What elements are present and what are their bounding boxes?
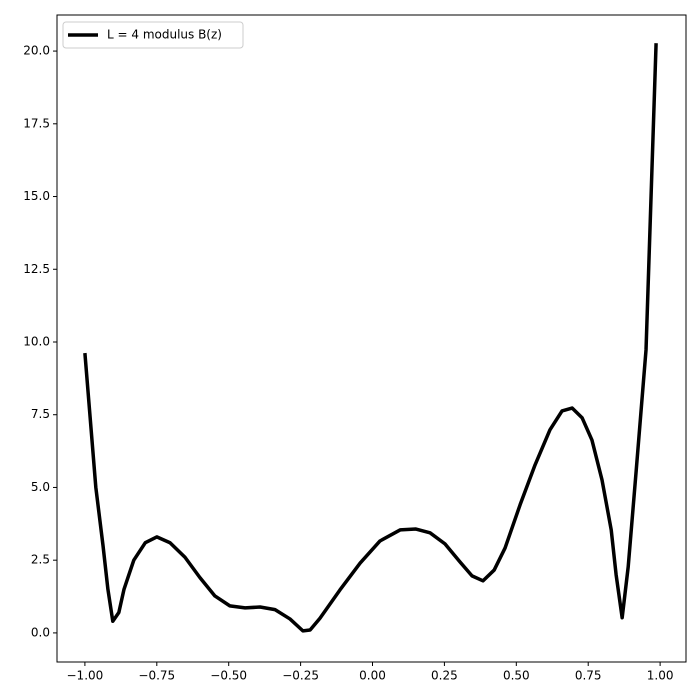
x-tick-label: 0.75: [575, 669, 602, 683]
x-tick-label: −0.50: [210, 669, 247, 683]
y-tick-label: 17.5: [23, 116, 50, 130]
legend-label: L = 4 modulus B(z): [107, 28, 222, 42]
x-tick-label: 0.50: [503, 669, 530, 683]
x-tick-label: 1.00: [647, 669, 674, 683]
y-tick-label: 7.5: [31, 407, 50, 421]
series-line: [83, 43, 658, 633]
y-tick-label: 5.0: [31, 480, 50, 494]
y-tick-label: 12.5: [23, 262, 50, 276]
y-tick-label: 15.0: [23, 189, 50, 203]
plot-frame: [56, 14, 687, 663]
x-tick-label: −1.00: [67, 669, 104, 683]
x-tick-label: 0.00: [359, 669, 386, 683]
y-tick-label: 2.5: [31, 553, 50, 567]
x-tick-label: −0.75: [138, 669, 175, 683]
legend-box: [62, 21, 244, 49]
y-tick-label: 20.0: [23, 44, 50, 58]
legend: L = 4 modulus B(z): [62, 21, 244, 49]
x-tick-label: −0.25: [282, 669, 319, 683]
x-tick-label: 0.25: [431, 669, 458, 683]
y-tick-label: 0.0: [31, 625, 50, 639]
y-tick-label: 10.0: [23, 334, 50, 348]
